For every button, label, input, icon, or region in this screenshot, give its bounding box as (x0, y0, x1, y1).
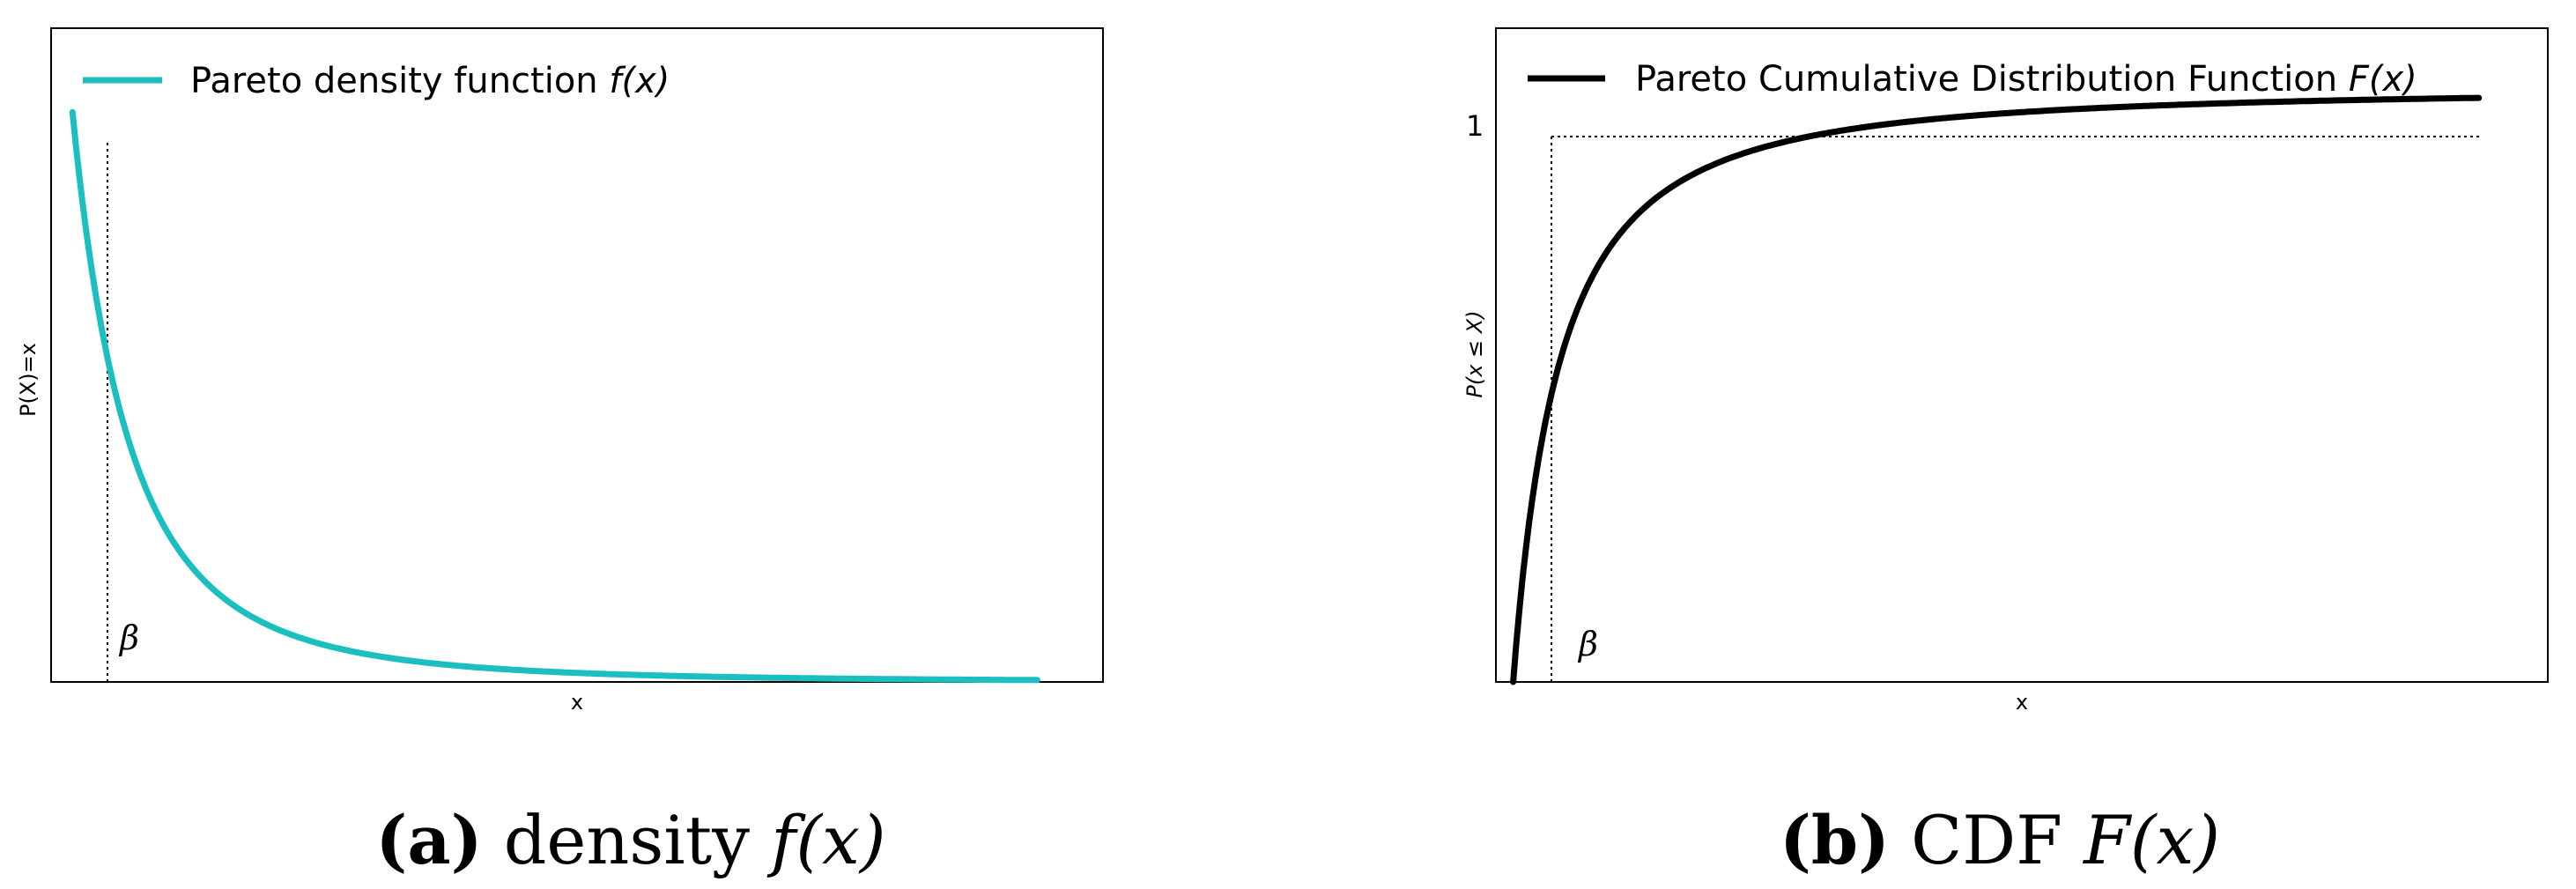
chart-b: Pareto Cumulative Distribution Function … (1462, 27, 2549, 715)
chart-a-frame (50, 27, 1104, 683)
caption-a: (a) density f(x) (375, 801, 885, 879)
chart-a-legend: Pareto density function f(x) (83, 61, 670, 101)
chart-a-x-axis-label: x (571, 690, 583, 715)
chart-a-density-curve (69, 108, 1040, 684)
chart-b-cdf-curve (1510, 94, 2483, 685)
chart-b-y-axis-label: P(x ≤ X) (1462, 310, 1487, 397)
chart-b-legend: Pareto Cumulative Distribution Function … (1528, 59, 2417, 100)
chart-b-frame (1495, 27, 2549, 683)
chart-a-y-axis-label: P(X)=x (16, 343, 41, 417)
chart-b-y-tick-label: 1 (1466, 109, 1484, 143)
chart-b-x-axis-label: x (2016, 690, 2028, 715)
chart-a-beta-label: β (118, 619, 139, 657)
chart-b-legend-label: Pareto Cumulative Distribution Function … (1635, 59, 2417, 100)
chart-a-legend-label: Pareto density function f(x) (190, 61, 670, 101)
caption-b: (b) CDF F(x) (1780, 801, 2220, 879)
chart-b-beta-label: β (1577, 625, 1598, 663)
chart-a: Pareto density function f(x) β x P(X)=x (16, 27, 1104, 715)
